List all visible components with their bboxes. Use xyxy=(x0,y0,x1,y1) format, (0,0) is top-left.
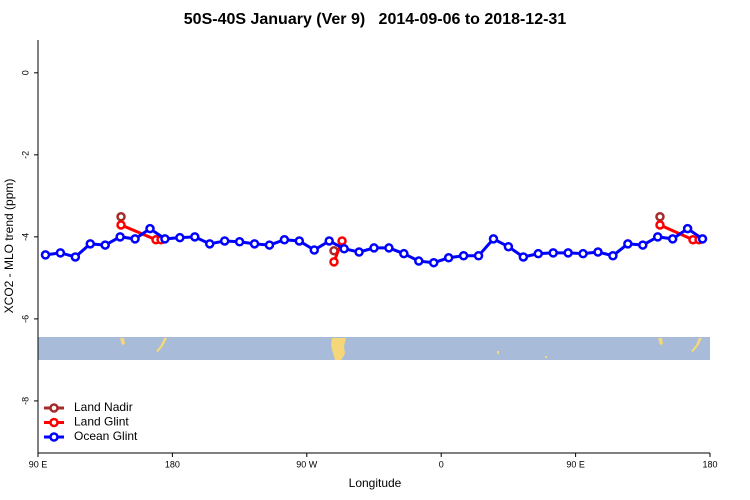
x-tick-label: 180 xyxy=(165,459,180,469)
point xyxy=(294,236,305,246)
legend-label: Land Nadir xyxy=(74,400,133,414)
point xyxy=(70,252,81,262)
point xyxy=(175,232,185,243)
point xyxy=(623,239,633,249)
legend-marker xyxy=(49,403,59,413)
point xyxy=(533,248,544,259)
point xyxy=(652,232,663,242)
point xyxy=(234,237,245,247)
point xyxy=(85,239,96,249)
point xyxy=(384,243,394,253)
x-tick-label: 0 xyxy=(439,459,444,469)
y-tick-label: -4 xyxy=(20,233,30,241)
point xyxy=(414,256,424,266)
point xyxy=(190,232,200,242)
x-tick-label: 90 E xyxy=(29,459,48,469)
y-axis-label: XCO2 - MLO trend (ppm) xyxy=(2,179,16,314)
point xyxy=(638,240,648,250)
point xyxy=(115,232,125,242)
point xyxy=(655,212,665,222)
legend-label: Ocean Glint xyxy=(74,429,138,443)
legend-marker xyxy=(49,432,59,442)
point xyxy=(339,244,349,254)
point xyxy=(503,241,514,252)
point xyxy=(655,220,665,230)
y-tick-label: -8 xyxy=(20,397,30,405)
point xyxy=(40,250,51,260)
point xyxy=(369,243,379,253)
point xyxy=(682,223,693,234)
x-tick-label: 180 xyxy=(702,459,717,469)
point xyxy=(428,257,439,268)
point xyxy=(279,234,290,245)
x-axis-label: Longitude xyxy=(349,476,402,490)
point xyxy=(667,234,678,244)
point xyxy=(204,239,215,249)
point xyxy=(116,220,126,230)
point xyxy=(354,247,364,257)
point xyxy=(219,236,230,246)
point xyxy=(518,252,529,262)
point xyxy=(458,250,469,261)
point xyxy=(324,236,334,246)
x-tick-label: 90 E xyxy=(566,459,585,469)
point xyxy=(116,212,126,222)
y-tick-label: -6 xyxy=(20,315,30,323)
point xyxy=(264,240,275,250)
point xyxy=(608,250,618,261)
point xyxy=(249,239,260,249)
point xyxy=(578,248,588,259)
map-strip xyxy=(38,337,710,360)
point xyxy=(473,250,484,261)
point xyxy=(563,248,573,258)
point xyxy=(160,234,170,244)
point xyxy=(697,234,708,244)
point xyxy=(130,234,140,244)
point xyxy=(55,248,66,258)
point xyxy=(399,248,409,259)
point xyxy=(548,248,558,258)
x-tick-label: 90 W xyxy=(296,459,318,469)
legend-marker xyxy=(49,417,59,428)
ocean-band xyxy=(38,337,710,360)
legend-label: Land Glint xyxy=(74,415,129,429)
point xyxy=(329,257,339,267)
point xyxy=(100,240,110,250)
chart-title: 50S-40S January (Ver 9) 2014-09-06 to 20… xyxy=(184,11,567,28)
point xyxy=(309,245,320,255)
point xyxy=(443,253,454,263)
y-tick-label: -2 xyxy=(20,151,30,159)
point xyxy=(145,223,155,234)
y-tick-label: 0 xyxy=(20,70,30,75)
point xyxy=(337,236,347,246)
point xyxy=(488,234,499,244)
point xyxy=(593,247,603,257)
